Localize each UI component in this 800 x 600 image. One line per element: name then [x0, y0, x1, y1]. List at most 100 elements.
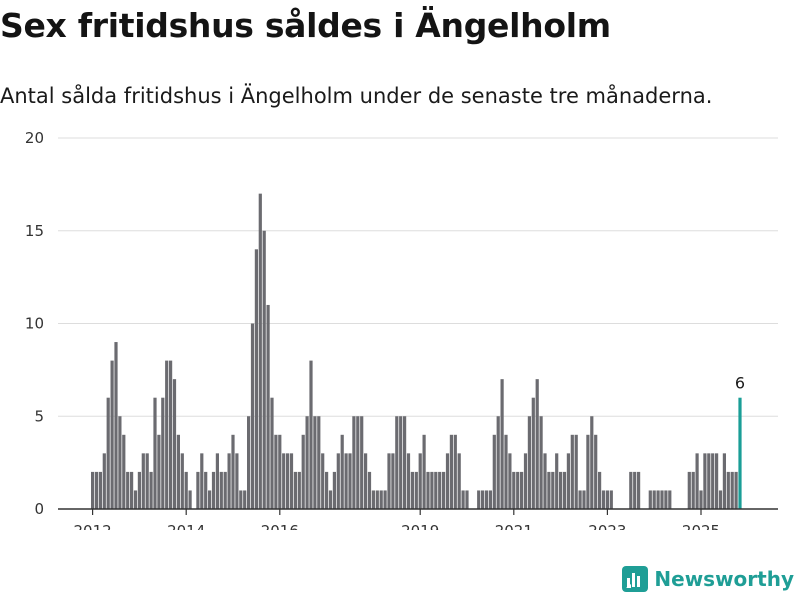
- bar: [219, 471, 223, 509]
- bar: [668, 490, 672, 509]
- bar: [188, 490, 192, 509]
- bar: [141, 453, 145, 509]
- bar: [539, 416, 543, 509]
- bar: [465, 490, 469, 509]
- bar: [102, 453, 106, 509]
- bar: [364, 453, 368, 509]
- bar: [434, 471, 438, 509]
- bar: [449, 434, 453, 509]
- bar: [726, 471, 730, 509]
- bar: [301, 434, 305, 509]
- bar: [699, 490, 703, 509]
- bar: [332, 471, 336, 509]
- bar: [562, 471, 567, 509]
- bar: [691, 471, 695, 509]
- bar: [695, 453, 699, 509]
- bar: [360, 416, 364, 509]
- bar: [227, 453, 231, 509]
- bar: [254, 249, 258, 510]
- bar: [703, 453, 707, 509]
- bar: [289, 453, 294, 509]
- bar: [391, 453, 395, 509]
- bar: [336, 453, 340, 509]
- y-tick-label: 20: [25, 129, 44, 147]
- bar: [352, 416, 356, 509]
- bar: [110, 360, 114, 509]
- bar: [648, 490, 652, 509]
- y-tick-label: 5: [34, 407, 44, 425]
- bar: [481, 490, 485, 509]
- bar: [406, 453, 411, 509]
- x-tick-label: 2025: [682, 522, 720, 530]
- bar: [200, 453, 204, 509]
- bar: [500, 379, 504, 509]
- x-tick-label: 2012: [74, 522, 112, 530]
- bar: [262, 230, 266, 509]
- bar: [445, 453, 450, 509]
- bar: [609, 490, 613, 509]
- bar-chart: 0 5 10 15 20 2012 2014 2016 2019 2021 2023 2025 6: [25, 129, 778, 530]
- bar: [410, 471, 414, 509]
- bar: [247, 416, 251, 509]
- bar: [660, 490, 664, 509]
- bar: [555, 453, 559, 509]
- bar: [566, 453, 570, 509]
- bar: [730, 471, 734, 509]
- bar: [547, 471, 551, 509]
- x-axis: 2012 2014 2016 2019 2021 2023 2025: [58, 508, 778, 530]
- bar: [395, 416, 399, 509]
- bar: [438, 471, 442, 509]
- newsworthy-logo[interactable]: Newsworthy: [622, 566, 794, 592]
- newsworthy-logo-icon: [622, 566, 649, 592]
- bar: [637, 471, 641, 509]
- bar: [149, 471, 153, 509]
- bar: [208, 490, 212, 509]
- newsworthy-logo-text: Newsworthy: [654, 567, 794, 591]
- bar: [180, 453, 184, 509]
- bar: [531, 397, 535, 509]
- bar: [578, 490, 582, 509]
- bar: [543, 453, 547, 509]
- bar: [461, 490, 465, 509]
- y-tick-label: 0: [34, 500, 44, 518]
- bar: [605, 490, 609, 509]
- bar: [629, 471, 633, 509]
- bar: [633, 471, 637, 509]
- bar: [601, 490, 606, 509]
- bar: [325, 471, 329, 509]
- bar: [523, 453, 528, 509]
- y-tick-label: 15: [25, 222, 44, 240]
- bar: [371, 490, 375, 509]
- bar: [442, 471, 446, 509]
- bar: [387, 453, 391, 509]
- bar: [484, 490, 489, 509]
- bar: [153, 397, 157, 509]
- bar: [664, 490, 668, 509]
- bar: [715, 453, 719, 509]
- bar: [414, 471, 418, 509]
- bar: [403, 416, 407, 509]
- bar: [126, 471, 130, 509]
- x-tick-label: 2021: [495, 522, 533, 530]
- chart-title: Sex fritidshus såldes i Ängelholm: [0, 6, 611, 45]
- bar: [297, 471, 301, 509]
- bar: [399, 416, 403, 509]
- bar: [196, 471, 200, 509]
- bar: [711, 453, 715, 509]
- bar: [161, 397, 165, 509]
- bar: [133, 490, 138, 509]
- bar: [718, 490, 723, 509]
- grid-lines: [58, 137, 778, 417]
- bar: [383, 490, 387, 509]
- x-tick-label: 2019: [401, 522, 439, 530]
- bar: [278, 434, 282, 509]
- bar: [118, 416, 122, 509]
- bar: [687, 471, 691, 509]
- bar: [457, 453, 461, 509]
- bar: [282, 453, 286, 509]
- bar: [707, 453, 711, 509]
- bar: [590, 416, 594, 509]
- bar: [582, 490, 586, 509]
- bar: [734, 471, 738, 509]
- bar: [286, 453, 290, 509]
